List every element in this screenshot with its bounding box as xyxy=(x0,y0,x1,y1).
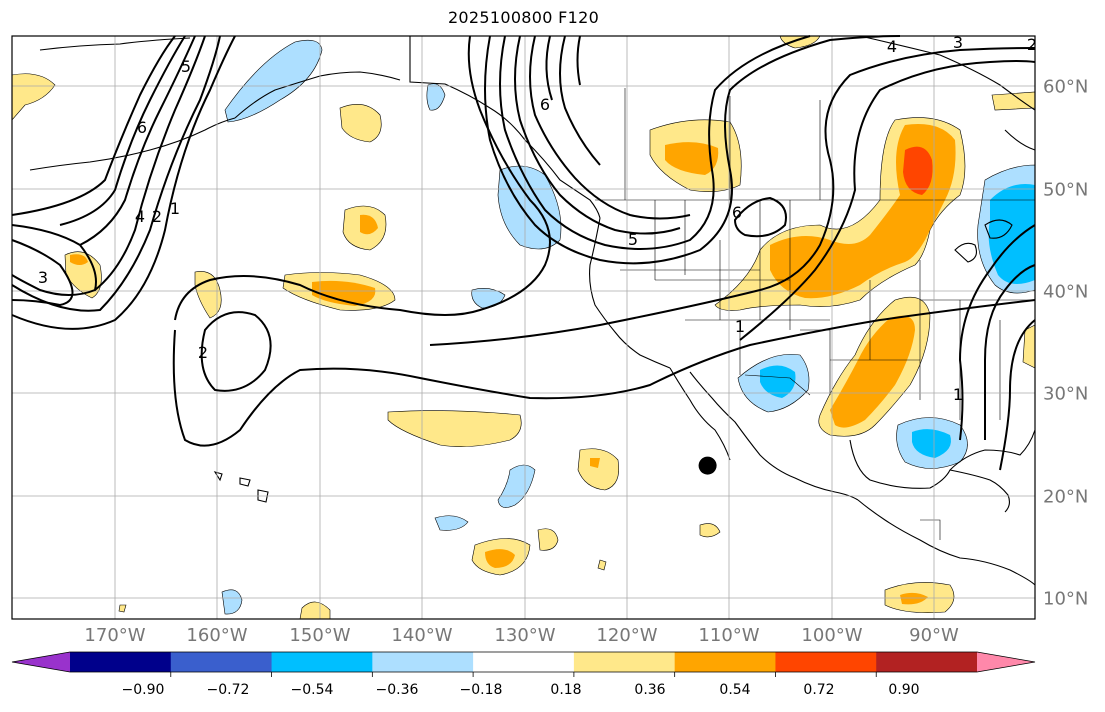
lat-label: 60°N xyxy=(1043,76,1089,98)
colorbar-tick-label: −0.36 xyxy=(375,682,419,698)
contour-label: 3 xyxy=(953,33,963,52)
contour-label: 6 xyxy=(732,203,742,222)
colorbar-extend-high xyxy=(977,652,1035,672)
lon-label: 170°W xyxy=(84,625,146,646)
colorbar-segment xyxy=(271,652,373,672)
colorbar-tick-label: 0.36 xyxy=(634,682,666,698)
colorbar-segment xyxy=(573,652,676,672)
lat-label: 50°N xyxy=(1043,179,1089,201)
contour-label: 2 xyxy=(1027,35,1037,54)
lat-label: 10°N xyxy=(1043,588,1089,610)
political-borders xyxy=(595,88,1035,540)
colorbar-outline xyxy=(11,651,1036,673)
lat-label: 30°N xyxy=(1043,383,1089,405)
lon-label: 110°W xyxy=(698,625,760,646)
contour-label: 2 xyxy=(198,343,208,362)
contour-label: 4 xyxy=(887,37,897,56)
colorbar-tick-label: 0.90 xyxy=(888,682,920,698)
contour-label: 1 xyxy=(735,317,745,336)
colorbar-segment xyxy=(876,652,978,672)
contour-label: 1 xyxy=(170,199,180,218)
colorbar-tick-label: 0.54 xyxy=(719,682,751,698)
lat-label: 40°N xyxy=(1043,281,1089,303)
coastlines xyxy=(29,35,1036,586)
colorbar-segment xyxy=(473,652,575,672)
lon-label: 130°W xyxy=(494,625,556,646)
lon-label: 150°W xyxy=(289,625,351,646)
map-title: 2025100800 F120 xyxy=(447,8,600,27)
anomaly-fill-positive-strong xyxy=(903,146,933,195)
colorbar-extend-low xyxy=(12,652,70,672)
colorbar-segment xyxy=(775,652,877,672)
map-background xyxy=(12,36,1035,619)
contour-label: 2 xyxy=(152,207,162,226)
lon-label: 90°W xyxy=(909,625,959,646)
colorbar-tick-label: −0.72 xyxy=(206,682,250,698)
contour-label: 5 xyxy=(628,230,638,249)
map-frame xyxy=(11,35,1036,620)
colorbar-tick-label: 0.72 xyxy=(803,682,835,698)
lon-label: 120°W xyxy=(596,625,658,646)
contour-label: 6 xyxy=(137,118,147,137)
contour-label: 1 xyxy=(953,385,963,404)
colorbar-tick-label: −0.18 xyxy=(459,682,503,698)
colorbar-tick-label: −0.90 xyxy=(121,682,165,698)
contour-lines xyxy=(11,35,1036,471)
contour-label: 6 xyxy=(540,95,550,114)
anomaly-fill-negative-medium xyxy=(760,184,1035,458)
colorbar xyxy=(11,651,1036,677)
colorbar-tick-label: 0.18 xyxy=(550,682,582,698)
colorbar-segment xyxy=(170,652,273,672)
colorbar-segment xyxy=(674,652,776,672)
contour-label-group: 3 4 5 6 2 1 2 6 5 1 6 4 3 2 1 xyxy=(38,33,1037,404)
contour-label: 4 xyxy=(135,207,145,226)
lon-label: 100°W xyxy=(801,625,863,646)
location-marker xyxy=(698,456,717,475)
lon-label: 160°W xyxy=(186,625,248,646)
lat-label: 20°N xyxy=(1043,486,1089,508)
graticule xyxy=(12,36,1035,619)
colorbar-segment xyxy=(372,652,474,672)
colorbar-tick-label: −0.54 xyxy=(290,682,334,698)
lon-label: 140°W xyxy=(391,625,453,646)
contour-label: 5 xyxy=(181,57,191,76)
contour-label: 3 xyxy=(38,268,48,287)
colorbar-segment xyxy=(70,652,172,672)
